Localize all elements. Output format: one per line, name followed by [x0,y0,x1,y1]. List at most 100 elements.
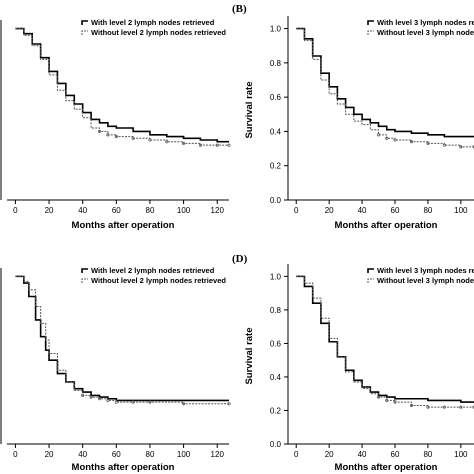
censor-mark [376,133,381,137]
x-tick-label: 60 [112,206,121,215]
legend-label: With level 2 lymph nodes retrieved [91,266,215,275]
legend-swatch [81,20,88,25]
y-tick-label: 0.0 [270,440,282,449]
legend-label: With level 2 lymph nodes retrieved [91,18,215,27]
censor-mark [114,400,118,404]
legend-label: With level 3 lymph nodes re [377,266,474,275]
x-tick-label: 120 [211,206,225,215]
censor-mark [148,138,152,142]
y-tick-label: 0.8 [270,59,282,68]
censor-mark [385,398,389,402]
x-tick-label: 120 [211,450,225,459]
censor-mark [106,398,110,402]
y-tick-label: 0.2 [270,162,282,171]
y-tick-label: 0.4 [270,373,282,382]
censor-mark [215,143,219,147]
x-tick-label: 0 [13,450,18,459]
legend: With level 2 lymph nodes retrievedWithou… [81,18,226,37]
legend-swatch [81,268,88,273]
censor-mark [114,135,118,139]
legend-swatch [367,20,374,25]
x-tick-label: 0 [294,206,299,215]
y-axis-title: Survival rate [244,327,255,384]
x-tick-label: 60 [391,450,400,459]
chart-panel-1: 0 20 40 60 80 100 120 Months after operation Wit… [0,18,231,231]
y-tick-label: 1.0 [270,25,282,34]
survival-curve-without [15,28,229,146]
y-tick-label: 0.8 [270,306,282,315]
survival-curve-without [15,275,229,405]
y-tick-label: 0.6 [270,339,282,348]
legend-label: With level 3 lymph nodes retrieved [377,18,474,27]
censor-mark [182,141,186,145]
survival-curve-with [15,27,229,143]
censor-mark [227,402,231,406]
x-tick-label: 40 [78,206,87,215]
censor-mark [148,400,152,404]
censor-mark [393,400,397,404]
censor-mark [198,143,202,147]
x-tick-label: 60 [112,450,121,459]
x-tick-label: 80 [146,206,155,215]
survival-curve-with [15,275,229,402]
chart-panel-4: 0 20 40 60 80 100 0.0 0.2 0.4 0.6 0.8 1.0 Months aft… [232,253,474,473]
legend: With level 3 lymph nodes retrievedWithou… [367,18,474,37]
y-tick-label: 0.2 [270,406,282,415]
legend-label: Without level 3 lymph node [377,276,474,285]
x-tick-label: 80 [423,450,432,459]
censor-mark [165,140,169,144]
y-axis-title: Survival rate [244,81,255,138]
censor-mark [459,145,463,149]
x-axis-title: Months after operation [335,462,438,473]
survival-curve-without [296,275,474,408]
survival-curve-without [296,28,474,148]
censor-mark [131,400,135,404]
x-tick-label: 20 [45,450,54,459]
legend-swatch [367,268,374,273]
censor-mark [442,405,446,409]
legend-swatch [81,278,88,283]
x-tick-label: 100 [177,206,191,215]
y-tick-label: 0.4 [270,127,282,136]
x-tick-label: 20 [45,206,54,215]
x-tick-label: 40 [358,450,367,459]
panel-label: (B) [232,3,247,15]
censor-mark [97,397,102,401]
legend-swatch [367,278,374,283]
legend: With level 2 lymph nodes retrievedWithou… [81,266,226,285]
x-tick-label: 20 [325,206,334,215]
x-tick-label: 80 [146,450,155,459]
survival-curve-with [296,275,474,403]
x-tick-label: 0 [294,450,299,459]
x-tick-label: 100 [177,450,191,459]
censor-mark [393,138,397,142]
censor-mark [227,143,231,147]
x-tick-label: 20 [325,450,334,459]
x-tick-label: 100 [454,206,468,215]
x-tick-label: 40 [78,450,87,459]
panel-label: (D) [232,253,248,265]
censor-mark [459,405,463,409]
x-tick-label: 40 [358,206,367,215]
y-tick-label: 1.0 [270,272,282,281]
censor-mark [97,129,102,133]
x-tick-label: 60 [391,206,400,215]
chart-panel-2: 0 20 40 60 80 100 0.0 0.2 0.4 0.6 0.8 1.0 Months aft… [232,3,474,231]
censor-mark [409,403,414,407]
legend-label: Without level 3 lymph nodes retrieved [377,28,474,37]
chart-panel-3: 0 20 40 60 80 100 120 Months after operation Wit… [0,266,231,473]
x-tick-label: 0 [13,206,18,215]
censor-mark [442,143,446,147]
censor-mark [426,405,430,409]
censor-mark [409,140,414,144]
censor-mark [426,141,430,145]
x-axis-title: Months after operation [72,462,175,473]
censor-mark [89,395,93,399]
y-tick-label: 0.6 [270,93,282,102]
censor-mark [131,136,135,140]
legend-swatch [367,30,374,35]
survival-curve-with [296,27,474,138]
x-axis-title: Months after operation [335,220,438,231]
